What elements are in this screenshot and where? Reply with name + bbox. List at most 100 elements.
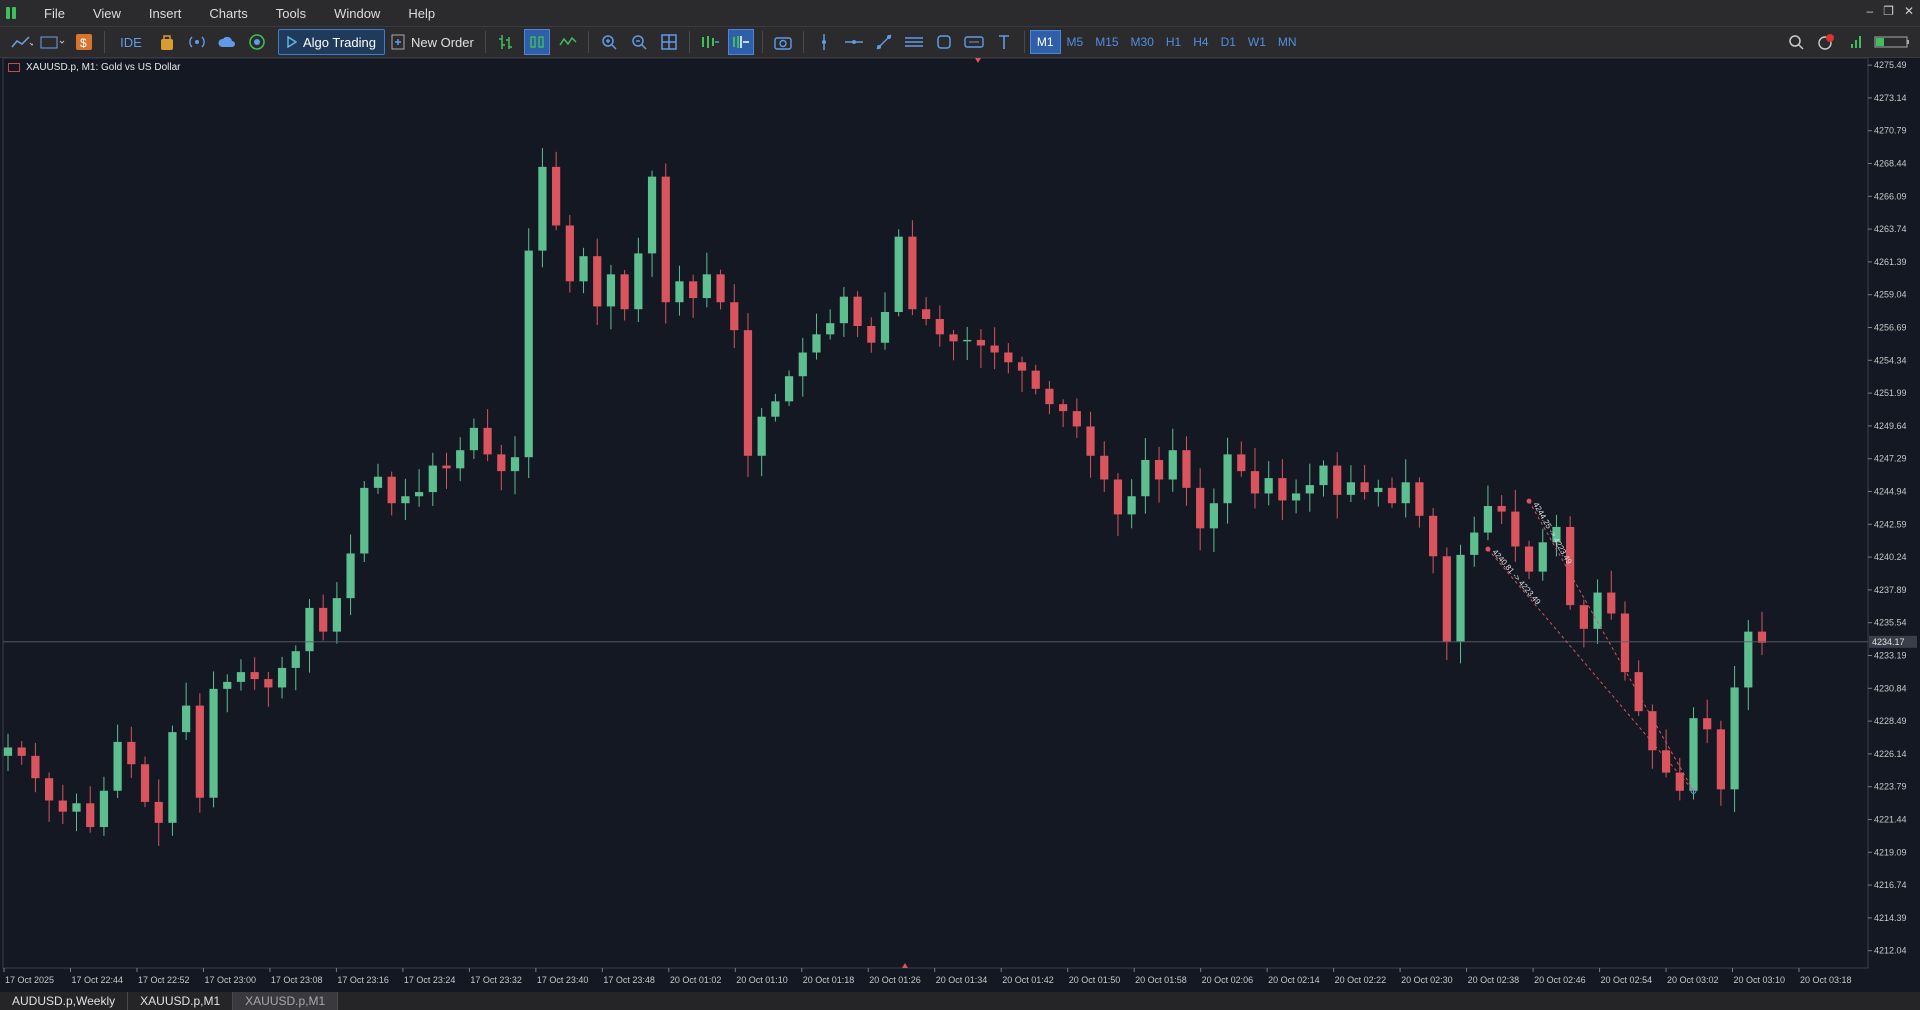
shapes-icon[interactable] [932,30,956,54]
chart-window[interactable]: 4275.49 4273.14 4270.79 4268.44 4266.09 4263.… [0,58,1920,992]
y-tick-label: 4237.89 [1874,585,1907,595]
market-icon[interactable] [155,30,179,54]
candle-body [784,376,794,402]
toolbar-separator [688,31,690,53]
candle-chart-icon[interactable] [523,29,550,55]
menu-bar: File View Insert Charts Tools Window Hel… [0,0,1920,26]
timeframe-w1[interactable]: W1 [1247,35,1266,49]
dollar-icon[interactable]: $ [72,30,96,54]
candle-body [510,457,520,472]
cloud-icon[interactable] [215,30,239,54]
chart-template-icon[interactable] [40,30,66,54]
vertical-line-icon[interactable] [812,30,836,54]
screenshot-icon[interactable] [771,30,795,54]
chart-tab[interactable]: XAUUSD.p,M1 [128,992,234,1010]
menu-tools[interactable]: Tools [275,5,307,21]
candle-body [921,309,931,319]
x-tick-label: 17 Oct 23:40 [537,975,589,985]
x-tick-label: 20 Oct 02:54 [1601,975,1653,985]
algo-trading-button[interactable]: Algo Trading [278,29,385,55]
menu-help[interactable]: Help [408,5,436,21]
restore-icon[interactable]: ❐ [1883,4,1894,18]
menu-window[interactable]: Window [334,5,381,21]
candle [1607,570,1616,620]
timeframe-h4[interactable]: H4 [1193,35,1209,49]
candle [839,287,849,337]
line-chart-icon[interactable] [10,30,34,54]
candle-body [1620,613,1630,673]
menu-view[interactable]: View [92,5,121,21]
price-chart[interactable]: 4275.49 4273.14 4270.79 4268.44 4266.09 4263.… [0,58,1920,992]
candle [1387,477,1397,508]
y-tick-label: 4261.39 [1874,257,1907,267]
candle [1429,508,1438,574]
close-icon[interactable]: ✕ [1903,4,1914,18]
candle [209,671,218,808]
scroll-icon[interactable] [698,30,722,54]
label-icon[interactable] [962,30,986,54]
signal-strength-icon[interactable] [1844,30,1868,54]
candle [319,594,328,641]
timeframe-m1[interactable]: M1 [1029,30,1061,54]
candle-body [1278,478,1287,501]
menu-charts[interactable]: Charts [209,5,248,21]
x-tick-label: 17 Oct 23:16 [337,975,389,985]
candle [1730,665,1739,813]
timeframe-m30[interactable]: M30 [1130,35,1154,49]
candle [730,284,739,348]
candle [469,418,479,460]
timeframe-mn[interactable]: MN [1277,35,1297,49]
candle [291,645,300,691]
x-tick-label: 20 Oct 01:58 [1135,975,1187,985]
chart-tab-active[interactable]: XAUUSD.p,M1 [233,992,339,1010]
candle [1305,463,1314,512]
vps-icon[interactable] [245,30,269,54]
trendline-icon[interactable] [872,30,896,54]
menu-insert[interactable]: Insert [148,5,182,21]
candle [716,269,725,310]
tile-windows-icon[interactable] [657,30,681,54]
candle-body [1511,511,1520,547]
x-tick-label: 20 Oct 02:06 [1202,975,1254,985]
candle [867,317,876,353]
y-tick-label: 4219.09 [1874,847,1907,857]
minimize-icon[interactable]: – [1866,4,1874,18]
candle-body [1703,718,1712,730]
zoom-out-icon[interactable] [627,30,651,54]
candle-body [1415,482,1424,516]
y-tick-label: 4251.99 [1874,388,1907,398]
y-tick-label: 4230.84 [1874,683,1907,693]
candle [182,682,191,741]
candle-body [1182,450,1191,488]
signals-icon[interactable] [185,30,209,54]
autoscroll-icon[interactable] [727,29,754,55]
notification-icon[interactable] [1814,30,1838,54]
chart-tab[interactable]: AUDUSD.p,Weekly [0,992,129,1010]
candle-body [1017,362,1027,371]
candle-body [236,672,246,682]
candle [593,238,602,326]
timeframe-d1[interactable]: D1 [1220,35,1236,49]
candle-body [195,705,204,798]
channel-icon[interactable] [902,30,926,54]
candle [524,228,533,479]
candle [1223,437,1232,524]
bar-chart-icon[interactable] [494,30,518,54]
candle-body [1072,411,1081,427]
current-price-label: 4234.17 [1872,637,1905,647]
trade-line-a [1487,548,1694,792]
timeframe-h1[interactable]: H1 [1165,35,1182,49]
new-order-button[interactable]: New Order [385,30,480,54]
text-icon[interactable] [992,30,1016,54]
search-icon[interactable] [1784,30,1808,54]
timeframe-m15[interactable]: M15 [1095,35,1119,49]
line-icon[interactable] [556,30,580,54]
timeframe-m5[interactable]: M5 [1066,35,1084,49]
candle [1703,699,1712,744]
menu-file[interactable]: File [44,5,65,21]
zoom-in-icon[interactable] [597,30,621,54]
horizontal-line-icon[interactable] [842,30,866,54]
candle [1661,729,1671,778]
window-controls: – ❐ ✕ [1866,4,1914,18]
ide-button[interactable]: IDE [120,34,142,50]
